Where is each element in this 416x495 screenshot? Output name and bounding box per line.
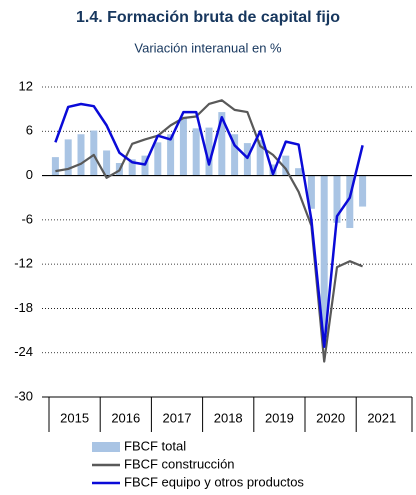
- bar: [346, 175, 354, 228]
- x-group-label: 2021: [367, 410, 396, 425]
- bar: [295, 168, 303, 176]
- bar: [179, 118, 187, 176]
- bar: [128, 159, 136, 176]
- bar: [307, 175, 315, 209]
- bar: [192, 128, 200, 176]
- bar: [333, 175, 341, 223]
- x-group-label: 2018: [214, 410, 243, 425]
- y-tick-label: -30: [14, 388, 33, 403]
- y-tick-label: -12: [14, 256, 33, 271]
- bar: [167, 134, 175, 176]
- chart-title: 1.4. Formación bruta de capital fijo: [76, 9, 340, 26]
- bar: [282, 155, 290, 176]
- legend-label: FBCF total: [124, 438, 186, 453]
- line: [54, 102, 364, 349]
- bar: [359, 175, 367, 207]
- x-group-label: 2016: [111, 410, 140, 425]
- legend-label: FBCF equipo y otros productos: [124, 474, 304, 489]
- x-group-label: 2020: [316, 410, 345, 425]
- y-tick-label: 12: [19, 78, 33, 93]
- bar: [243, 143, 251, 176]
- bar: [64, 139, 72, 176]
- bar: [154, 142, 162, 176]
- y-tick-label: 0: [26, 167, 33, 182]
- bar: [90, 130, 98, 176]
- bar: [205, 127, 213, 176]
- legend-label: FBCF construcción: [124, 456, 235, 471]
- chart-subtitle: Variación interanual en %: [134, 40, 282, 55]
- x-group-label: 2019: [265, 410, 294, 425]
- bar: [103, 150, 111, 176]
- bar: [256, 140, 264, 176]
- legend-swatch: [92, 442, 120, 452]
- bar: [51, 157, 59, 176]
- y-tick-label: -6: [21, 211, 33, 226]
- x-group-label: 2017: [163, 410, 192, 425]
- bar: [218, 112, 226, 176]
- bar: [320, 175, 328, 335]
- y-tick-label: 6: [26, 123, 33, 138]
- x-group-label: 2015: [60, 410, 89, 425]
- y-tick-label: -24: [14, 344, 33, 359]
- bar: [231, 134, 239, 176]
- bar: [77, 134, 85, 176]
- y-tick-label: -18: [14, 300, 33, 315]
